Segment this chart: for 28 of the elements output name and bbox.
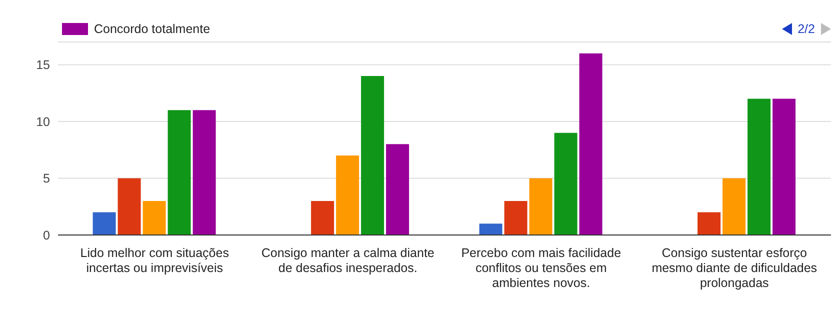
bar: [142, 200, 166, 235]
x-tick-label: Consigo manter a calma diante de desafios inesperados.: [261, 246, 434, 275]
bar: [118, 178, 141, 235]
y-tick-label: 0: [43, 228, 50, 242]
x-tick-label: Percebo com mais facilidade conflitos ou tensões em ambientes novos.: [461, 246, 622, 290]
bar: [386, 144, 410, 235]
bar: [748, 98, 771, 235]
y-tick-label: 5: [43, 172, 50, 186]
bar: [504, 200, 528, 235]
legend-label: Concordo totalmente: [94, 22, 210, 36]
text: 2/2: [798, 22, 815, 36]
x-tick-label: Consigo sustentar esforço mesmo diante de dificuldades prolongadas: [652, 246, 818, 290]
bar: [698, 212, 721, 235]
bar: [192, 110, 216, 235]
y-tick-label: 15: [36, 58, 50, 72]
bar: [772, 98, 796, 235]
bar: [311, 200, 334, 235]
bar: [579, 53, 602, 235]
x-tick-label: Lido melhor com situações incertas ou imprevisíveis: [80, 246, 229, 275]
bar: [361, 76, 384, 235]
bar: [168, 110, 191, 235]
bar: [479, 224, 502, 235]
bar: [529, 178, 552, 235]
y-tick-label: 10: [36, 114, 50, 129]
bar: [92, 212, 116, 235]
bar: [554, 132, 578, 235]
bar: [722, 178, 746, 235]
bar: [336, 156, 360, 235]
